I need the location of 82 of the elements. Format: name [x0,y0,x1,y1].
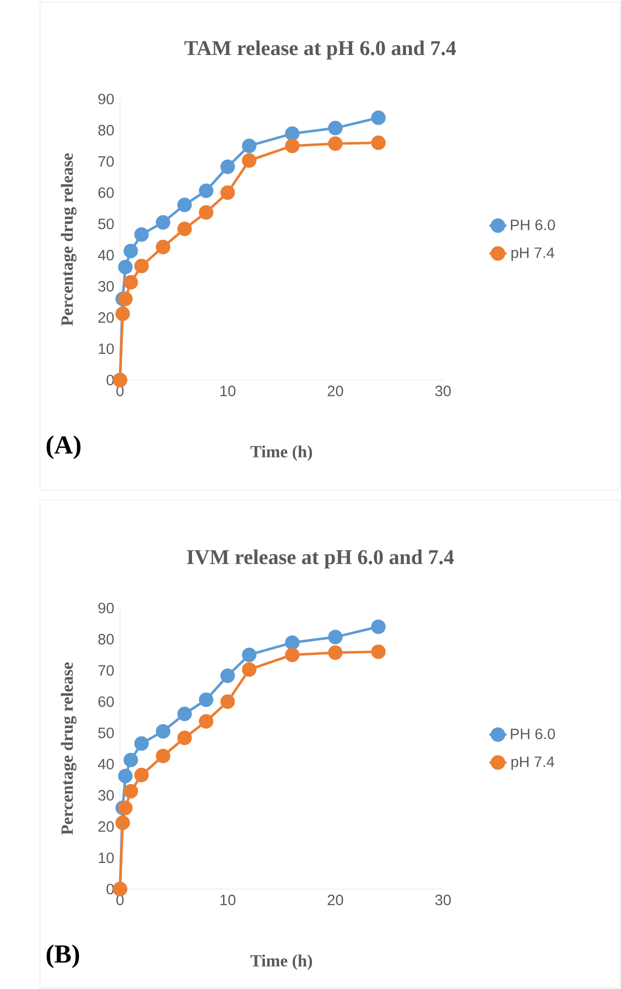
point [134,768,149,782]
x-tick-label: 20 [328,894,344,906]
point [124,784,138,799]
text: (A) [46,436,80,460]
y-tick-label: 30 [98,790,114,801]
point [242,662,256,677]
y-tick-label: 30 [98,281,114,292]
legend-label: PH 6.0 [510,728,555,740]
y-tick-label: 20 [98,312,114,323]
point [220,185,235,200]
point [118,800,133,816]
y-tick-label: 60 [98,187,114,198]
legend-label: PH 6.0 [510,220,555,230]
point [124,275,138,290]
x-tick-label: 30 [435,386,451,396]
y-tick-label: 50 [98,728,114,738]
point [134,258,149,274]
text: (B) [46,944,80,968]
point [156,215,170,230]
point [285,635,300,650]
y-tick-label: 20 [98,821,114,832]
point [115,306,130,322]
point [118,260,133,274]
point [371,135,386,150]
x-tick-label: 10 [220,386,236,396]
y-axis-title: Percentage drug release [60,153,76,326]
point [285,648,300,662]
x-tick-label: 20 [328,386,344,396]
y-tick-label: 40 [98,758,114,770]
legend-label: pH 7.4 [511,248,554,261]
point [156,724,170,739]
point [177,222,192,236]
y-tick-label: 50 [98,218,114,230]
point [328,120,343,136]
chart-title: TAM release at pH 6.0 and 7.4 [184,40,456,60]
point [134,227,149,242]
point [134,736,149,751]
point [328,630,343,644]
y-tick-label: 90 [98,602,114,614]
point [177,706,192,722]
point [371,619,386,634]
point [242,138,256,154]
y-tick-label: 80 [98,124,114,136]
point [285,138,300,154]
point [118,768,133,784]
point [328,645,343,660]
point [220,694,235,709]
chart-title: IVM release at pH 6.0 and 7.4 [186,549,454,569]
point [220,668,235,684]
point [242,648,256,662]
point [156,748,170,764]
y-tick-label: 60 [98,696,114,707]
point [198,205,214,220]
point [198,692,214,708]
point [118,292,133,306]
x-tick-label: 10 [220,894,236,906]
y-tick-label: 40 [98,250,114,260]
x-axis-title: Time (h) [250,446,312,461]
point [115,816,130,830]
y-tick-label: 10 [98,343,114,354]
point [328,136,343,151]
point [371,110,386,125]
legend-label: pH 7.4 [511,756,554,770]
point [285,126,300,141]
y-axis-title: Percentage drug release [60,662,76,835]
y-tick-label: 80 [98,634,114,645]
point [371,644,386,659]
point [124,752,138,768]
point [220,159,235,174]
point [177,730,192,746]
y-tick-label: 70 [98,156,114,167]
x-tick-label: 30 [435,894,451,906]
y-tick-label: 10 [98,852,114,864]
point [242,153,256,168]
point [156,240,170,254]
y-tick-label: 90 [98,94,114,104]
point [177,198,192,212]
point [198,184,214,198]
point [198,714,214,729]
point [124,244,138,258]
y-tick-label: 70 [98,665,114,676]
x-axis-title: Time (h) [250,954,312,970]
